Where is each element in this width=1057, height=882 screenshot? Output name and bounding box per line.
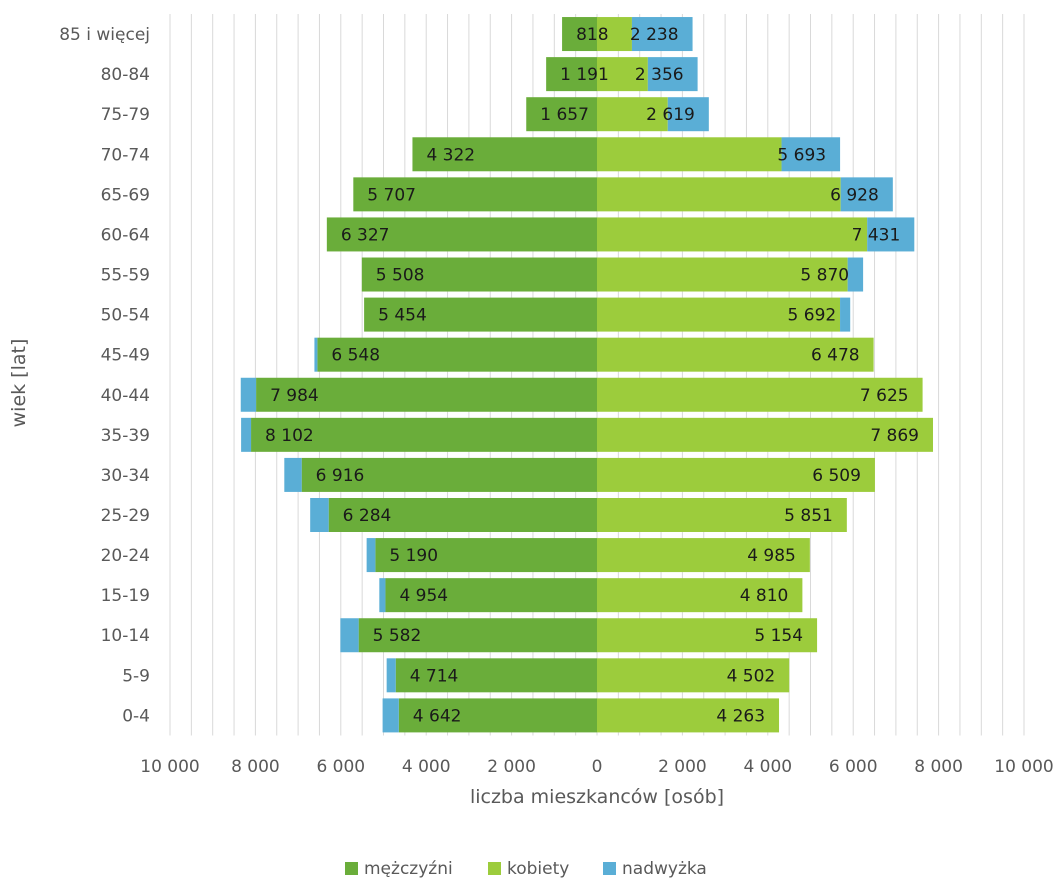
x-axis-ticks: 10 000 8 000 6 000 4 000 2 000 0 2 000 4 000 6 0…	[140, 757, 1053, 777]
y-tick-label: 35-39	[101, 426, 150, 446]
data-label-male: 818	[576, 25, 608, 45]
bar-female	[597, 137, 782, 171]
bar-surplus	[241, 418, 251, 452]
data-label-female: 5 870	[800, 266, 849, 286]
bar-surplus	[241, 378, 256, 412]
bar-surplus	[310, 498, 328, 532]
y-tick-label: 30-34	[101, 466, 150, 486]
data-label-male: 5 582	[373, 626, 422, 646]
bar-surplus	[383, 698, 399, 732]
bar-surplus	[848, 258, 863, 292]
y-tick-label: 20-24	[101, 546, 150, 566]
y-tick-label: 60-64	[101, 225, 150, 245]
y-tick-label: 80-84	[101, 65, 150, 85]
data-label-female: 2 238	[630, 25, 679, 45]
data-label-female: 2 619	[646, 105, 695, 125]
x-tick-label: 8 000	[231, 757, 280, 777]
data-label-female: 6 509	[812, 466, 861, 486]
data-label-female: 2 356	[635, 65, 684, 85]
y-axis-ticks: 0-4 5-9 10-14 15-19 20-24 25-29 30-34 35-39 40-4…	[59, 25, 150, 726]
bar-surplus	[840, 298, 850, 332]
data-label-female: 4 502	[727, 666, 776, 686]
bar-surplus	[387, 658, 396, 692]
data-label-female: 5 851	[784, 506, 833, 526]
data-label-male: 4 642	[413, 706, 462, 726]
bar-surplus	[314, 338, 317, 372]
bar-female	[597, 217, 867, 251]
data-label-male: 6 548	[331, 346, 380, 366]
x-tick-label: 6 000	[829, 757, 878, 777]
legend-swatch	[603, 862, 616, 875]
x-tick-label: 2 000	[487, 757, 536, 777]
y-tick-label: 65-69	[101, 185, 150, 205]
data-label-female: 7 625	[860, 386, 909, 406]
x-tick-label: 10 000	[994, 757, 1053, 777]
legend-swatch	[488, 862, 501, 875]
data-label-male: 6 327	[341, 225, 390, 245]
data-label-female: 7 869	[870, 426, 919, 446]
x-axis-title: liczba mieszkanców [osób]	[470, 786, 724, 808]
y-tick-label: 85 i więcej	[59, 25, 150, 45]
bar-surplus	[340, 618, 358, 652]
data-label-male: 6 916	[316, 466, 365, 486]
x-tick-label: 8 000	[914, 757, 963, 777]
x-tick-label: 2 000	[658, 757, 707, 777]
data-label-female: 5 154	[754, 626, 803, 646]
legend-label: kobiety	[507, 859, 569, 879]
data-label-male: 5 707	[367, 185, 416, 205]
data-label-female: 6 928	[830, 185, 879, 205]
data-label-male: 4 322	[426, 145, 475, 165]
data-label-male: 1 657	[540, 105, 589, 125]
legend-swatch	[345, 862, 358, 875]
y-tick-label: 45-49	[101, 346, 150, 366]
data-label-female: 4 263	[716, 706, 765, 726]
data-label-female: 5 693	[777, 145, 826, 165]
y-tick-label: 50-54	[101, 306, 150, 326]
x-tick-label: 4 000	[743, 757, 792, 777]
bar-surplus	[284, 458, 301, 492]
data-label-male: 1 191	[560, 65, 609, 85]
data-label-female: 5 692	[788, 306, 837, 326]
y-tick-label: 10-14	[101, 626, 150, 646]
y-tick-label: 40-44	[101, 386, 150, 406]
y-tick-label: 25-29	[101, 506, 150, 526]
data-label-male: 5 508	[376, 266, 425, 286]
bar-surplus	[367, 538, 376, 572]
data-label-male: 5 190	[389, 546, 438, 566]
data-label-male: 4 714	[410, 666, 459, 686]
x-tick-label: 6 000	[316, 757, 365, 777]
x-tick-label: 4 000	[402, 757, 451, 777]
y-tick-label: 5-9	[122, 666, 150, 686]
y-tick-label: 75-79	[101, 105, 150, 125]
y-tick-label: 0-4	[122, 706, 150, 726]
data-label-female: 7 431	[852, 225, 901, 245]
data-label-female: 4 810	[740, 586, 789, 606]
y-tick-label: 15-19	[101, 586, 150, 606]
y-tick-label: 55-59	[101, 266, 150, 286]
data-label-male: 8 102	[265, 426, 314, 446]
data-label-male: 6 284	[343, 506, 392, 526]
y-tick-label: 70-74	[101, 145, 150, 165]
data-label-male: 7 984	[270, 386, 319, 406]
data-label-male: 5 454	[378, 306, 427, 326]
x-tick-label: 10 000	[140, 757, 199, 777]
data-label-female: 4 985	[747, 546, 796, 566]
data-label-female: 6 478	[811, 346, 860, 366]
legend-label: mężczyźni	[364, 859, 453, 879]
legend: mężczyźni kobiety nadwyżka	[345, 859, 707, 879]
legend-label: nadwyżka	[622, 859, 707, 879]
data-label-male: 4 954	[399, 586, 448, 606]
bar-surplus	[379, 578, 385, 612]
y-axis-title: wiek [lat]	[8, 339, 30, 428]
x-tick-label: 0	[592, 757, 603, 777]
bar-female	[597, 177, 841, 211]
